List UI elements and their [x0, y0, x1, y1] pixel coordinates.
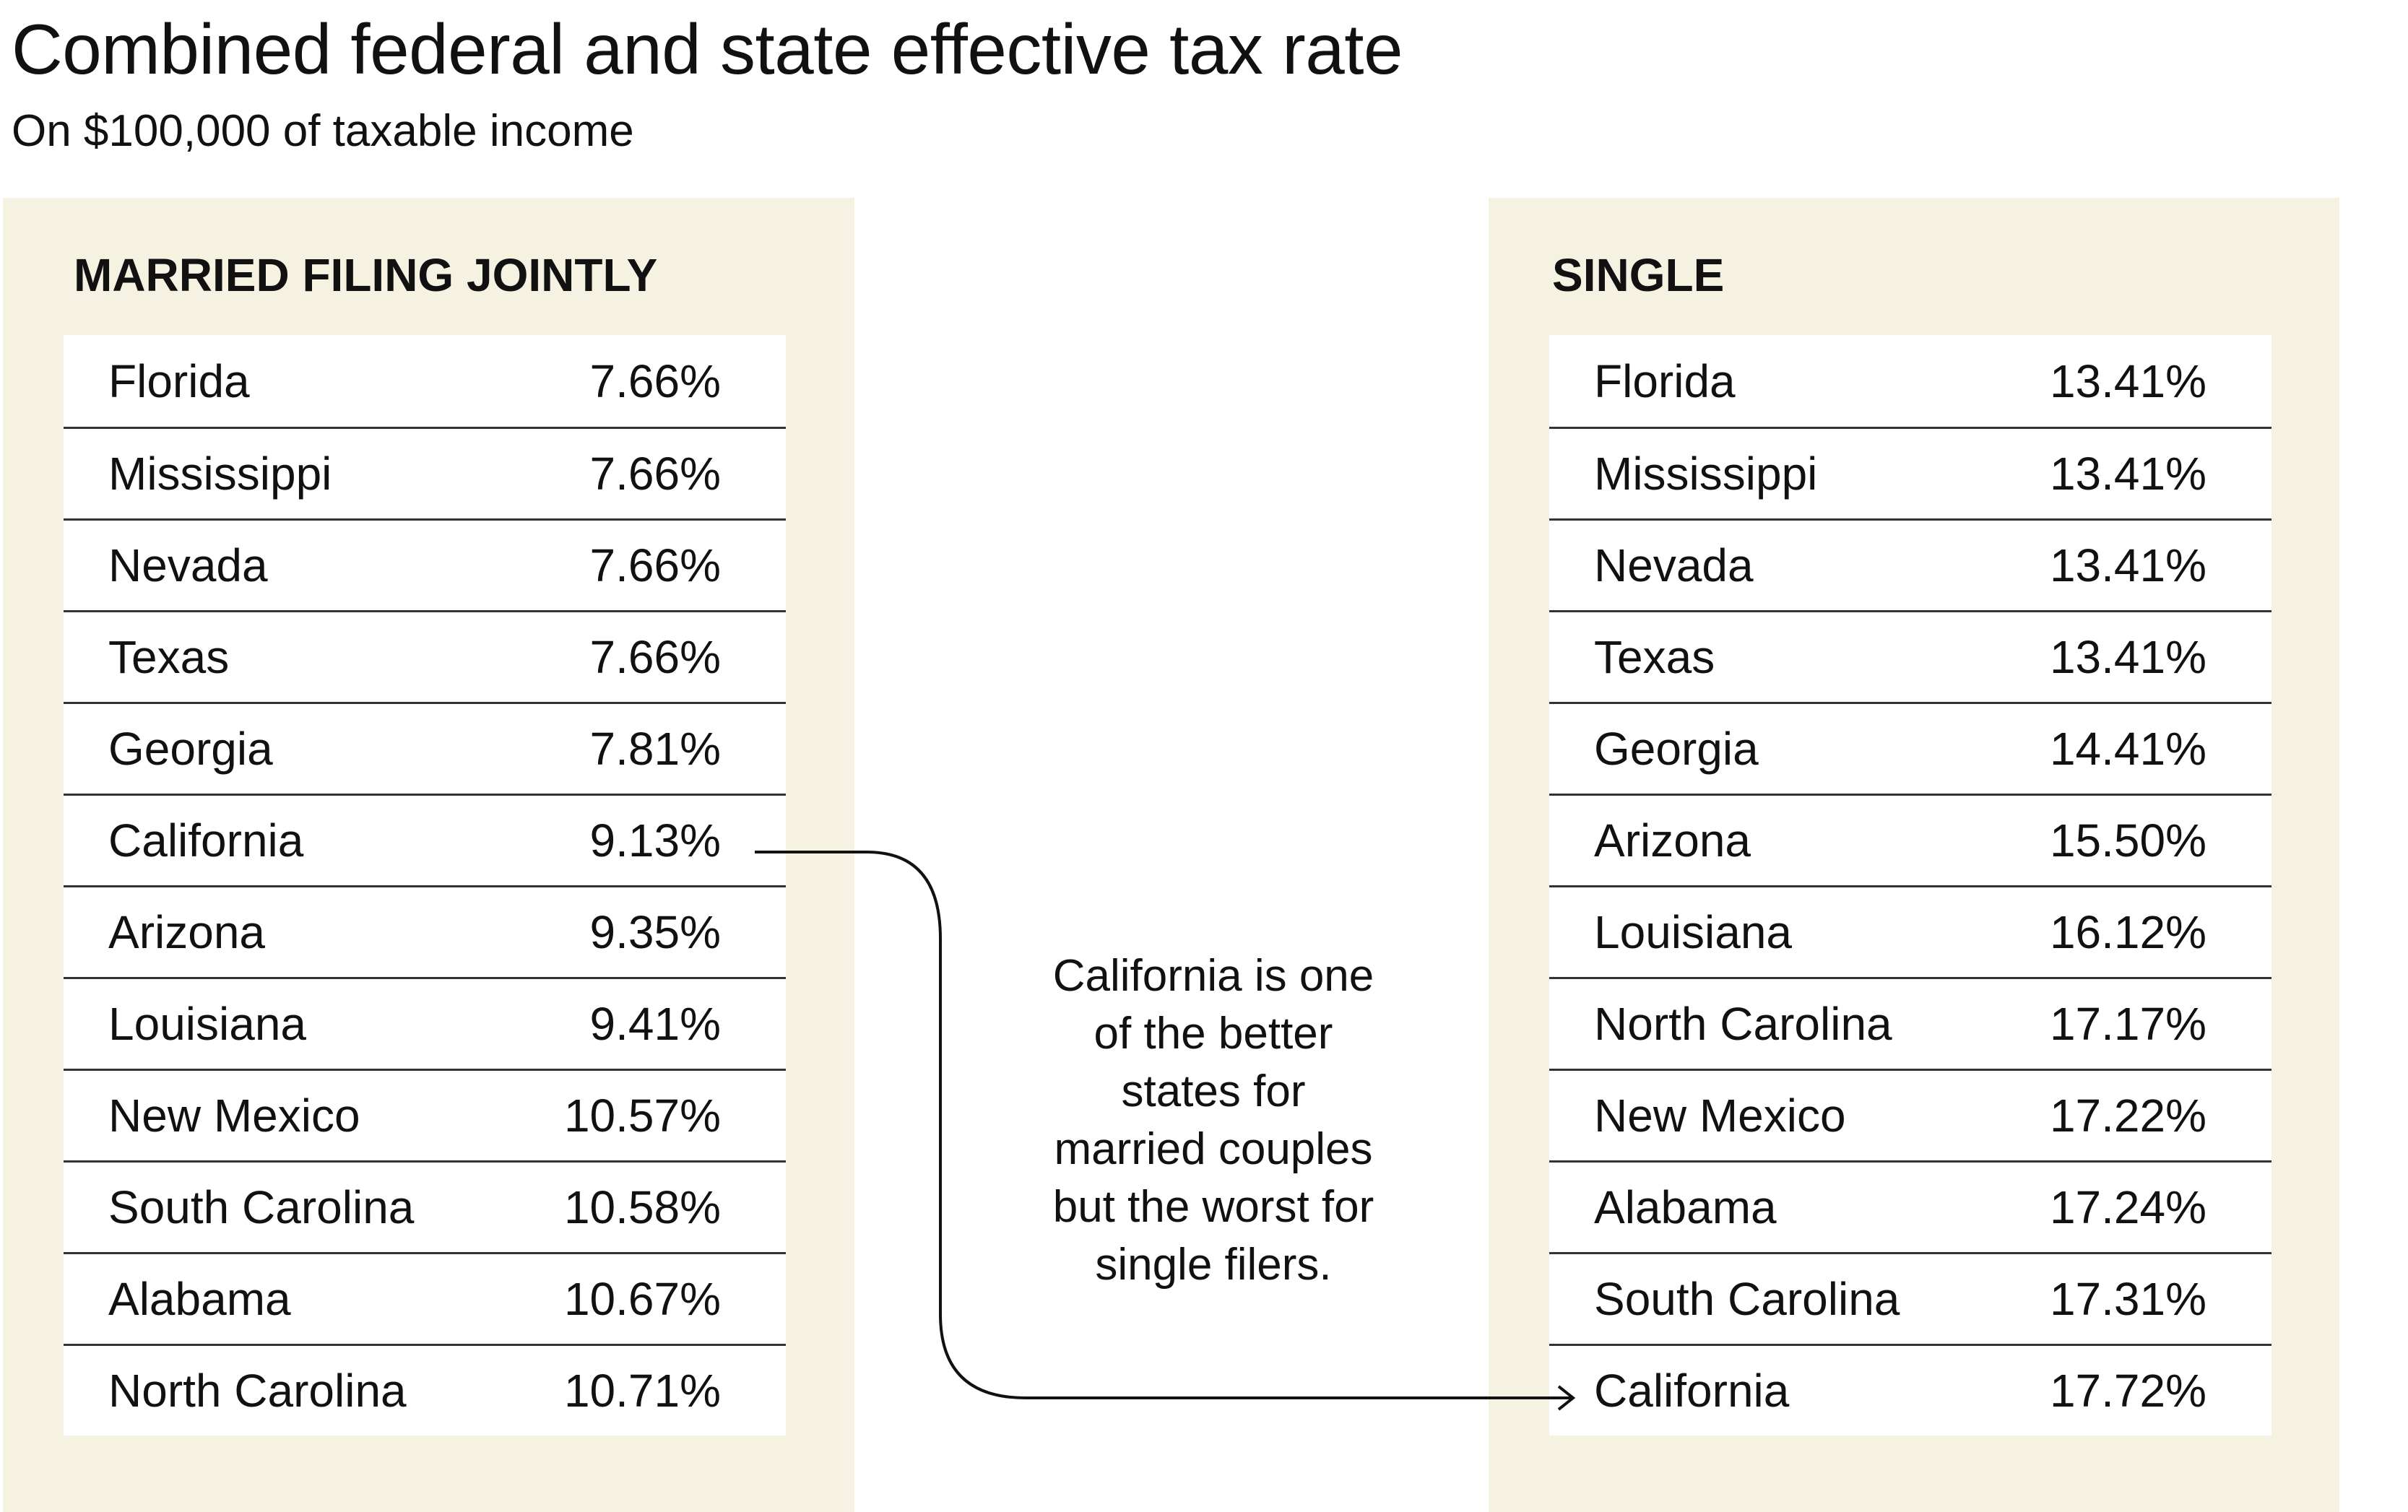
state-name: California	[1594, 1365, 1790, 1417]
tax-rate: 17.72%	[2049, 1365, 2206, 1417]
table-row: Florida 7.66%	[64, 335, 786, 427]
married-table: Florida 7.66% Mississippi 7.66% Nevada 7.66% T…	[64, 335, 786, 1435]
table-row: Alabama 10.67%	[64, 1252, 786, 1344]
state-name: Nevada	[1594, 539, 1754, 591]
table-row: Georgia 7.81%	[64, 702, 786, 794]
annotation-line: California is one	[1052, 951, 1374, 1001]
table-row: Mississippi 7.66%	[64, 427, 786, 518]
tax-rate: 9.41%	[589, 998, 721, 1050]
table-row: North Carolina 10.71%	[64, 1344, 786, 1435]
table-row: Texas 13.41%	[1549, 610, 2271, 702]
tax-rate: 7.66%	[589, 355, 721, 407]
table-row: Georgia 14.41%	[1549, 702, 2271, 794]
state-name: Nevada	[108, 539, 268, 591]
state-name: South Carolina	[108, 1181, 415, 1233]
tax-rate: 13.41%	[2049, 539, 2206, 591]
married-heading: MARRIED FILING JOINTLY	[74, 249, 658, 301]
table-row: Louisiana 9.41%	[64, 977, 786, 1069]
tax-rate: 9.35%	[589, 906, 721, 958]
married-filing-jointly-panel: MARRIED FILING JOINTLY Florida 7.66% Missi…	[3, 198, 854, 1512]
tax-rate: 17.17%	[2049, 998, 2206, 1050]
state-name: Florida	[1594, 355, 1736, 407]
table-row: Alabama 17.24%	[1549, 1160, 2271, 1252]
single-panel: SINGLE Florida 13.41% Mississippi 13.41% Nev…	[1489, 198, 2339, 1512]
tax-rate: 10.71%	[563, 1365, 721, 1417]
annotation-line: married couples	[1054, 1124, 1373, 1174]
tax-rate: 13.41%	[2049, 448, 2206, 500]
state-name: Arizona	[1594, 814, 1751, 866]
table-row: South Carolina 10.58%	[64, 1160, 786, 1252]
page-title: Combined federal and state effective tax…	[12, 9, 1403, 89]
table-row: South Carolina 17.31%	[1549, 1252, 2271, 1344]
state-name: New Mexico	[108, 1090, 360, 1142]
state-name: Alabama	[1594, 1181, 1777, 1233]
annotation-line: states for	[1121, 1066, 1306, 1116]
tax-rate: 13.41%	[2049, 355, 2206, 407]
tax-rate: 17.31%	[2049, 1273, 2206, 1325]
annotation-line: single filers.	[1095, 1240, 1332, 1290]
table-row: California 9.13%	[64, 794, 786, 885]
state-name: Louisiana	[1594, 906, 1792, 958]
table-row: Texas 7.66%	[64, 610, 786, 702]
tax-rate: 14.41%	[2049, 723, 2206, 775]
table-row: California 17.72%	[1549, 1344, 2271, 1435]
state-name: Louisiana	[108, 998, 306, 1050]
table-row: Arizona 9.35%	[64, 885, 786, 977]
state-name: Texas	[1594, 631, 1715, 683]
annotation-line: of the better	[1093, 1009, 1333, 1059]
table-row: North Carolina 17.17%	[1549, 977, 2271, 1069]
state-name: Mississippi	[108, 448, 332, 500]
table-row: New Mexico 17.22%	[1549, 1069, 2271, 1160]
page-subtitle: On $100,000 of taxable income	[12, 106, 634, 156]
tax-rate: 10.58%	[563, 1181, 721, 1233]
tax-rate: 17.24%	[2049, 1181, 2206, 1233]
tax-rate: 7.66%	[589, 448, 721, 500]
annotation-text: California is one of the better states for…	[997, 947, 1430, 1294]
state-name: Mississippi	[1594, 448, 1818, 500]
annotation-line: but the worst for	[1052, 1182, 1374, 1232]
tax-rate: 10.67%	[563, 1273, 721, 1325]
table-row: Mississippi 13.41%	[1549, 427, 2271, 518]
state-name: Georgia	[1594, 723, 1759, 775]
state-name: South Carolina	[1594, 1273, 1900, 1325]
state-name: Arizona	[108, 906, 265, 958]
single-heading: SINGLE	[1552, 249, 1725, 301]
table-row: Nevada 13.41%	[1549, 518, 2271, 610]
state-name: North Carolina	[108, 1365, 407, 1417]
state-name: New Mexico	[1594, 1090, 1846, 1142]
table-row: New Mexico 10.57%	[64, 1069, 786, 1160]
state-name: Alabama	[108, 1273, 291, 1325]
state-name: Georgia	[108, 723, 273, 775]
tax-rate: 7.66%	[589, 539, 721, 591]
state-name: Texas	[108, 631, 230, 683]
table-row: Nevada 7.66%	[64, 518, 786, 610]
table-row: Louisiana 16.12%	[1549, 885, 2271, 977]
tax-rate: 10.57%	[563, 1090, 721, 1142]
state-name: California	[108, 814, 304, 866]
tax-rate: 7.66%	[589, 631, 721, 683]
table-row: Arizona 15.50%	[1549, 794, 2271, 885]
tax-rate: 16.12%	[2049, 906, 2206, 958]
table-row: Florida 13.41%	[1549, 335, 2271, 427]
state-name: Florida	[108, 355, 250, 407]
tax-rate: 9.13%	[589, 814, 721, 866]
tax-rate: 13.41%	[2049, 631, 2206, 683]
tax-rate: 7.81%	[589, 723, 721, 775]
single-table: Florida 13.41% Mississippi 13.41% Nevada 13.4…	[1549, 335, 2271, 1435]
tax-rate: 17.22%	[2049, 1090, 2206, 1142]
tax-rate: 15.50%	[2049, 814, 2206, 866]
state-name: North Carolina	[1594, 998, 1892, 1050]
